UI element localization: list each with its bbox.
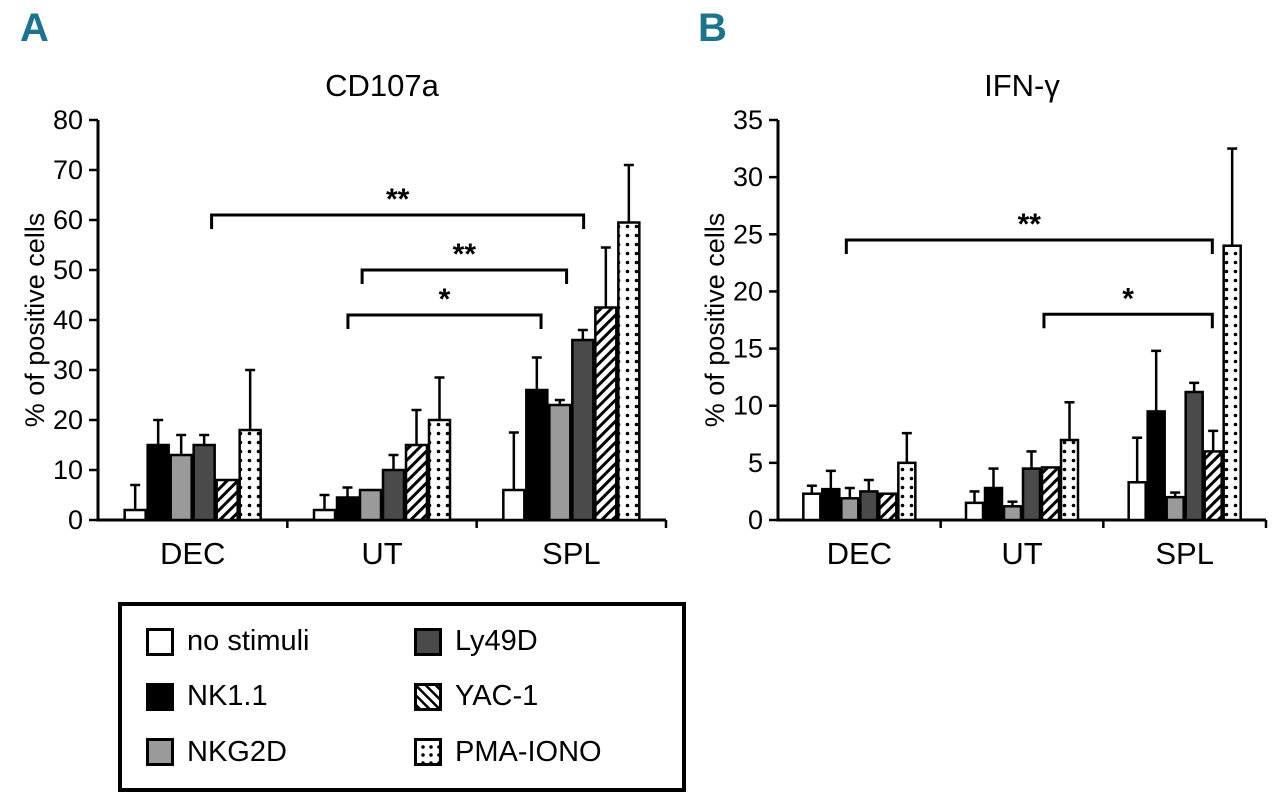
legend-label-pma-iono: PMA-IONO (455, 735, 602, 768)
y-tick-label: 80 (53, 105, 83, 135)
legend-swatch-nkg2d (146, 738, 174, 767)
legend-item-nkg2d: NKG2D (146, 725, 414, 780)
panel-a-letter: A (20, 6, 49, 50)
bar-yac-1 (404, 443, 429, 522)
bar-nkg2d (1165, 495, 1185, 522)
y-tick-label: 15 (733, 334, 763, 364)
bar-pma-iono (897, 461, 917, 522)
bar-nkg2d (358, 488, 383, 522)
y-axis-label: % of positive cells (20, 213, 50, 428)
x-category-label: UT (361, 536, 402, 571)
significance-label: ** (453, 238, 477, 271)
x-category-label: SPL (1155, 536, 1214, 571)
bar-nkg2d (548, 403, 572, 522)
significance-label: * (1122, 282, 1134, 315)
chart-ifn-gamma: IFN-γ % of positive cells 0 5 10 15 20 25 30 35 DE… (700, 68, 1268, 571)
bar-nkg2d (840, 497, 860, 522)
y-tick-label: 30 (53, 355, 83, 385)
y-tick-label: 50 (53, 255, 83, 285)
legend-item-pma-iono: PMA-IONO (414, 725, 682, 780)
bar-nk1-1 (146, 443, 170, 522)
y-tick-label: 30 (733, 162, 763, 192)
bar-pma-iono (238, 428, 262, 522)
bar-nkg2d (1002, 505, 1023, 522)
y-tick-label: 0 (68, 505, 83, 535)
legend-item-nk1-1: NK1.1 (146, 669, 414, 724)
y-tick-label: 70 (53, 155, 83, 185)
legend-swatch-ly49d (414, 627, 442, 656)
y-tick-label: 0 (748, 505, 763, 535)
legend-swatch-pma-iono (414, 738, 442, 767)
bar-ly49d (571, 338, 595, 522)
legend-label-yac-1: YAC-1 (455, 680, 539, 713)
chart-title: CD107a (325, 68, 439, 103)
bar-no-stimuli (502, 488, 526, 522)
x-category-label: SPL (542, 536, 601, 571)
bar-ly49d (381, 468, 406, 522)
legend-swatch-nk1-1 (146, 682, 174, 711)
bar-nk1-1 (335, 496, 360, 522)
y-tick-label: 25 (733, 219, 763, 249)
x-category-label: DEC (160, 536, 225, 571)
bar-nkg2d (169, 453, 193, 522)
bar-no-stimuli (802, 492, 822, 522)
bar-ly49d (192, 443, 216, 522)
significance-bracket (1042, 312, 1214, 329)
bar-yac-1 (878, 492, 898, 522)
legend-label-no-stimuli: no stimuli (187, 625, 310, 658)
legend-swatch-yac-1 (414, 682, 442, 711)
bar-no-stimuli (123, 508, 147, 522)
bar-yac-1 (215, 478, 239, 522)
bar-ly49d (1021, 467, 1042, 522)
bar-nk1-1 (821, 487, 841, 522)
y-tick-label: 20 (53, 405, 83, 435)
chart-cd107a: CD107a % of positive cells 0 10 20 30 40 50 60 70… (20, 68, 668, 571)
bar-nk1-1 (983, 486, 1004, 522)
legend-label-nkg2d: NKG2D (187, 735, 287, 768)
significance-label: * (439, 283, 451, 316)
bar-ly49d (859, 490, 879, 522)
bar-no-stimuli (964, 501, 985, 522)
y-tick-label: 60 (53, 205, 83, 235)
y-tick-label: 40 (53, 305, 83, 335)
y-tick-label: 10 (733, 391, 763, 421)
y-axis-label: % of positive cells (700, 213, 730, 428)
y-tick-label: 20 (733, 276, 763, 306)
bar-pma-iono (1222, 244, 1242, 522)
chart-title: IFN-γ (984, 68, 1060, 103)
panel-b-letter: B (698, 6, 727, 50)
y-tick-label: 10 (53, 455, 83, 485)
significance-bracket (346, 313, 543, 329)
bar-pma-iono (617, 221, 641, 522)
bar-yac-1 (1040, 466, 1061, 522)
significance-bracket (210, 213, 586, 229)
bar-yac-1 (594, 306, 618, 522)
legend-label-nk1-1: NK1.1 (187, 680, 268, 713)
bar-nk1-1 (525, 388, 549, 522)
significance-label: ** (1018, 208, 1042, 241)
bar-no-stimuli (1127, 481, 1147, 522)
bar-ly49d (1184, 390, 1204, 522)
significance-label: ** (386, 183, 410, 216)
bar-yac-1 (1203, 450, 1223, 522)
bar-nk1-1 (1146, 410, 1166, 522)
significance-bracket (360, 268, 569, 284)
legend-item-yac-1: YAC-1 (414, 669, 682, 724)
legend: no stimuli NK1.1 NKG2D Ly49D YAC-1 PMA-I… (118, 602, 686, 792)
legend-label-ly49d: Ly49D (455, 625, 538, 658)
significance-bracket (844, 238, 1214, 254)
y-tick-label: 35 (733, 105, 763, 135)
x-category-label: UT (1001, 536, 1042, 571)
bar-pma-iono (1059, 438, 1080, 522)
bar-no-stimuli (312, 508, 337, 522)
y-tick-label: 5 (748, 448, 763, 478)
legend-item-no-stimuli: no stimuli (146, 614, 414, 669)
legend-item-ly49d: Ly49D (414, 614, 682, 669)
legend-swatch-no-stimuli (146, 627, 174, 656)
bar-pma-iono (427, 418, 452, 522)
x-category-label: DEC (827, 536, 892, 571)
